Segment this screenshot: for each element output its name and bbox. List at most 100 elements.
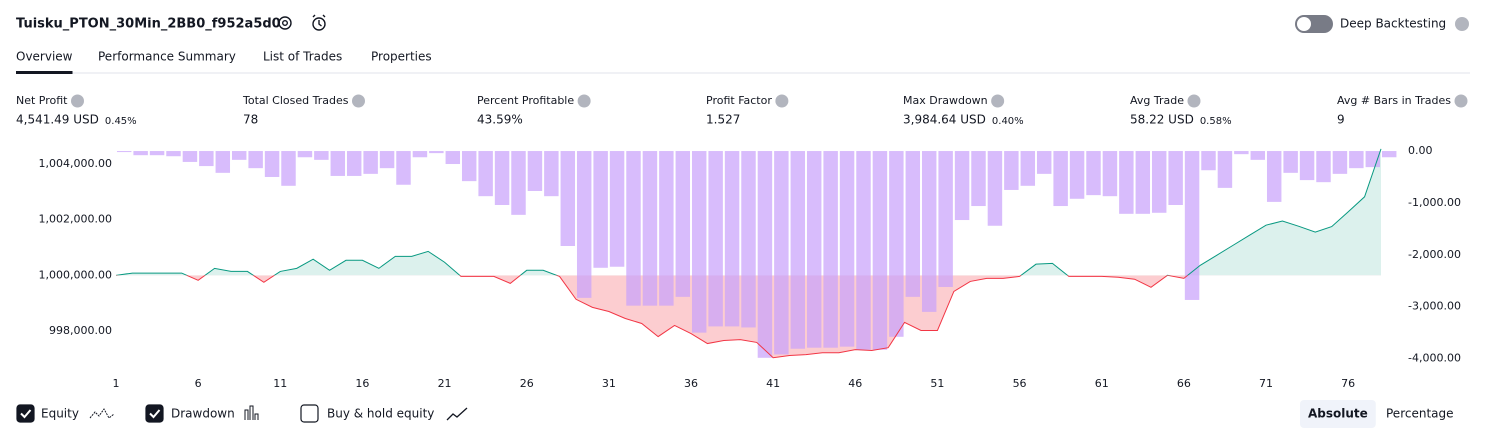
help-icon[interactable] [1455, 17, 1469, 31]
equity-area-positive [116, 148, 1381, 276]
x-tick-label: 71 [1259, 377, 1273, 390]
equity-area-negative [186, 275, 1188, 358]
metric-value: 9 [1337, 113, 1345, 127]
alert-icon[interactable] [312, 14, 326, 31]
tab[interactable]: Properties [371, 50, 432, 64]
drawdown-bar [281, 151, 296, 186]
info-icon[interactable] [351, 94, 365, 108]
drawdown-bar [1168, 151, 1183, 205]
metric-value: 4,541.49 USD [16, 113, 99, 127]
info-icon[interactable] [991, 94, 1005, 108]
y2-tick-label: -2,000.00 [1408, 248, 1461, 261]
info-icon[interactable] [71, 94, 84, 108]
drawdown-bar [264, 151, 280, 177]
drawdown-bar [215, 151, 231, 173]
drawdown-bar [1069, 151, 1085, 199]
drawdown-bar [297, 151, 313, 158]
legend-label: Drawdown [171, 407, 235, 421]
drawdown-bar [609, 151, 625, 267]
checkbox[interactable] [16, 404, 35, 423]
x-tick-label: 46 [848, 377, 862, 390]
drawdown-bar [856, 151, 871, 350]
drawdown-bar [1036, 151, 1052, 174]
metric-label: Avg # Bars in Trades [1337, 94, 1451, 107]
drawdown-bar [1102, 151, 1118, 197]
tab[interactable]: Overview [16, 50, 73, 64]
drawdown-bar [1332, 151, 1348, 174]
drawdown-bar [166, 151, 181, 157]
drawdown-bar [1184, 151, 1200, 300]
drawdown-bar [626, 151, 641, 306]
x-tick-label: 41 [766, 377, 780, 390]
x-tick-label: 21 [438, 377, 452, 390]
drawdown-bar [396, 151, 411, 185]
drawdown-bar [1151, 151, 1167, 213]
drawdown-bar [1283, 151, 1298, 173]
drawdown-bar [199, 151, 214, 167]
metric-label: Avg Trade [1130, 94, 1184, 107]
settings-icon[interactable] [278, 16, 292, 30]
toggle-label: Deep Backtesting [1340, 17, 1446, 31]
drawdown-bar [429, 151, 444, 154]
drawdown-bar [889, 151, 904, 337]
drawdown-bar [1004, 151, 1019, 190]
checkmark [149, 409, 161, 419]
x-tick-label: 1 [113, 377, 120, 390]
metric-percent: 0.45% [105, 116, 137, 127]
metric-value: 43.59% [477, 113, 523, 127]
metric-label: Total Closed Trades [242, 94, 349, 107]
drawdown-bar [921, 151, 937, 312]
drawdown-bar [116, 151, 132, 153]
drawdown-bar [872, 151, 888, 350]
metric-percent: 0.58% [1200, 116, 1232, 127]
x-tick-label: 11 [273, 377, 287, 390]
y2-tick-label: 0.00 [1408, 144, 1433, 157]
metric-label: Percent Profitable [477, 94, 574, 107]
drawdown-bar [806, 151, 822, 348]
view-button-label: Percentage [1386, 407, 1454, 421]
y2-tick-label: -3,000.00 [1408, 300, 1461, 313]
drawdown-bar [774, 151, 789, 355]
legend-label: Buy & hold equity [327, 407, 434, 421]
drawdown-bar [1135, 151, 1151, 214]
drawdown-bar [461, 151, 477, 182]
info-icon[interactable] [577, 94, 591, 108]
x-tick-label: 16 [355, 377, 369, 390]
y-tick-label: 1,004,000.00 [39, 157, 112, 170]
checkbox[interactable] [300, 404, 319, 423]
equity-line-positive [115, 148, 1382, 276]
drawdown-bar [1119, 151, 1134, 214]
y-tick-label: 1,000,000.00 [39, 268, 112, 281]
drawdown-bar [659, 151, 674, 306]
drawdown-bar [314, 151, 329, 160]
checkbox[interactable] [145, 404, 164, 423]
drawdown-bar [642, 151, 658, 306]
drawdown-bar [724, 151, 740, 327]
metric-label: Profit Factor [706, 94, 772, 107]
tab[interactable]: List of Trades [263, 50, 342, 64]
equity-icon [89, 408, 115, 419]
view-button[interactable] [1300, 400, 1376, 428]
drawdown-bar [412, 151, 428, 158]
drawdown-bar [1217, 151, 1233, 188]
drawdown-bar [987, 151, 1003, 226]
metric-value: 78 [243, 113, 258, 127]
info-icon[interactable] [1454, 94, 1468, 108]
drawdown-bar [1266, 151, 1282, 202]
drawdown-bar [593, 151, 608, 268]
info-icon[interactable] [1187, 94, 1201, 108]
tab[interactable]: Performance Summary [98, 50, 236, 64]
drawdown-bar [346, 151, 362, 176]
drawdown-bar [938, 151, 953, 287]
drawdown-bar [691, 151, 707, 333]
drawdown-bar [1316, 151, 1331, 183]
x-tick-label: 36 [684, 377, 698, 390]
drawdown-bar [675, 151, 691, 297]
toggle-knob [1297, 17, 1311, 31]
x-tick-label: 66 [1177, 377, 1191, 390]
info-icon[interactable] [775, 94, 789, 108]
drawdown-bar [511, 151, 526, 215]
x-tick-label: 76 [1341, 377, 1355, 390]
x-tick-label: 51 [930, 377, 944, 390]
